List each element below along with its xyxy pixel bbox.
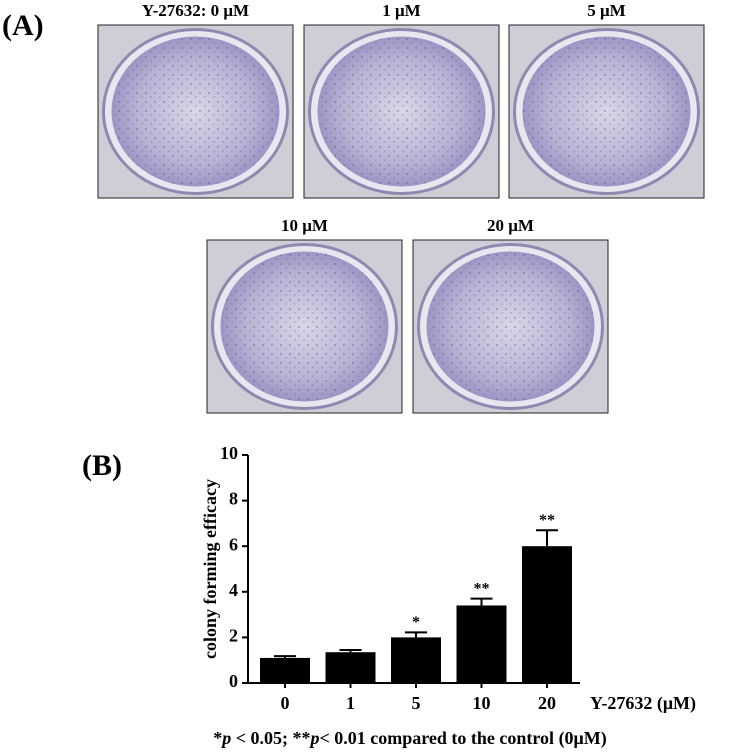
well-label: 20 μM — [487, 216, 534, 235]
footnote-part: * — [213, 728, 222, 748]
colonies — [220, 251, 389, 402]
well-label: 10 μM — [281, 216, 328, 235]
panel-label: (B) — [82, 449, 122, 482]
y-tick-label: 6 — [229, 534, 238, 554]
colonies — [111, 36, 280, 187]
bar — [522, 546, 572, 683]
x-tick-label: 0 — [281, 693, 290, 713]
colonies — [317, 36, 486, 187]
y-tick-label: 10 — [220, 443, 238, 463]
x-tick-label: 1 — [346, 693, 355, 713]
bar — [260, 657, 310, 683]
x-axis-label: Y-27632 (μM) — [590, 693, 696, 714]
bar — [325, 652, 376, 683]
y-tick-label: 2 — [229, 626, 238, 646]
y-tick-label: 4 — [229, 580, 238, 600]
y-tick-label: 8 — [229, 489, 238, 509]
bar — [456, 605, 507, 683]
footnote-part: < 0.01 compared to the control (0μM) — [320, 728, 607, 749]
significance-label: * — [412, 614, 420, 631]
significance-label: ** — [474, 580, 490, 597]
panel-label: (A) — [2, 9, 44, 42]
colonies — [522, 36, 691, 187]
bar — [391, 637, 441, 683]
x-tick-label: 10 — [473, 693, 491, 713]
footnote-part: p — [309, 728, 320, 748]
well-label: 5 μM — [587, 1, 625, 20]
x-tick-label: 5 — [412, 693, 421, 713]
x-tick-label: 20 — [538, 693, 556, 713]
well-label: 1 μM — [382, 1, 420, 20]
significance-label: ** — [539, 512, 555, 529]
y-axis-label: colony forming efficacy — [200, 479, 220, 659]
colonies — [426, 251, 595, 402]
well-images: Y-27632: 0 μM 1 μM 5 μM 10 μM 20 μM — [97, 1, 705, 414]
footnote-part: < 0.05; ** — [231, 728, 310, 748]
footnote: *p < 0.05; **p< 0.01 compared to the con… — [213, 728, 607, 749]
footnote-part: p — [220, 728, 231, 748]
well-label: Y-27632: 0 μM — [142, 1, 249, 20]
y-tick-label: 0 — [229, 671, 238, 691]
